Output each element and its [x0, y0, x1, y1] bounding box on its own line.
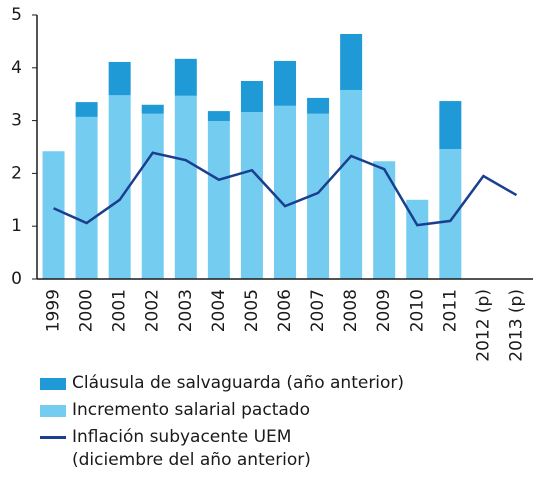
- bar: [108, 61, 131, 96]
- y-tick-label: 5: [11, 5, 22, 25]
- bar: [340, 89, 363, 279]
- legend-swatch: [40, 405, 66, 417]
- x-tick-label: 2011: [440, 289, 460, 332]
- y-tick-label: 1: [11, 216, 22, 236]
- legend-swatch: [40, 436, 66, 439]
- bar: [240, 81, 263, 113]
- bar: [274, 105, 296, 279]
- bar: [42, 151, 65, 279]
- y-tick-label: 4: [11, 58, 22, 78]
- y-tick-label: 2: [11, 163, 22, 183]
- x-tick-label: 2003: [176, 289, 196, 332]
- x-tick-label: 2010: [407, 289, 427, 332]
- bar: [174, 95, 197, 279]
- legend-label: Cláusula de salvaguarda (año anterior): [72, 373, 405, 393]
- x-tick-label: 2006: [275, 289, 295, 332]
- bar: [174, 58, 197, 96]
- bar: [373, 161, 396, 279]
- bar: [108, 95, 131, 279]
- bar: [307, 97, 330, 114]
- x-tick-label: 2008: [341, 289, 361, 332]
- legend-item: Inflación subyacente UEM (diciembre del …: [40, 426, 342, 472]
- bar: [307, 113, 330, 280]
- bar: [141, 104, 164, 114]
- x-tick-label: 2005: [242, 289, 262, 332]
- x-tick-label: 2004: [209, 289, 229, 332]
- y-tick-label: 3: [11, 111, 22, 131]
- x-tick-label: 2002: [143, 289, 163, 332]
- bar: [240, 112, 263, 279]
- legend-label: Inflación subyacente UEM (diciembre del …: [72, 427, 311, 470]
- y-tick-label: 0: [11, 269, 22, 289]
- x-tick-label: 2007: [308, 289, 328, 332]
- legend-item: Cláusula de salvaguarda (año anterior): [40, 372, 405, 395]
- legend: Cláusula de salvaguarda (año anterior) In…: [40, 372, 405, 476]
- bar: [340, 34, 363, 90]
- x-tick-label: 2000: [77, 289, 97, 332]
- bar: [141, 113, 164, 280]
- x-tick-label: 2009: [374, 289, 394, 332]
- legend-swatch: [40, 378, 66, 390]
- x-tick-label: 2012 (p): [473, 289, 493, 362]
- chart: 0 1 2 3 4 5 1999 2000 2001 2002 2003 2004 2005 2006 20…: [11, 5, 533, 362]
- bar: [75, 116, 98, 280]
- legend-label: Incremento salarial pactado: [72, 400, 310, 420]
- x-tick-label: 1999: [44, 289, 64, 332]
- x-tick-label: 2001: [110, 289, 130, 332]
- bar: [406, 199, 429, 279]
- x-tick-label: 2013 (p): [506, 289, 526, 362]
- bar: [274, 60, 296, 106]
- legend-item: Incremento salarial pactado: [40, 399, 342, 422]
- line: [53, 151, 518, 227]
- bar: [75, 102, 98, 117]
- bar: [207, 111, 230, 122]
- bar: [207, 121, 230, 280]
- bar: [439, 101, 462, 150]
- bar: [439, 149, 462, 279]
